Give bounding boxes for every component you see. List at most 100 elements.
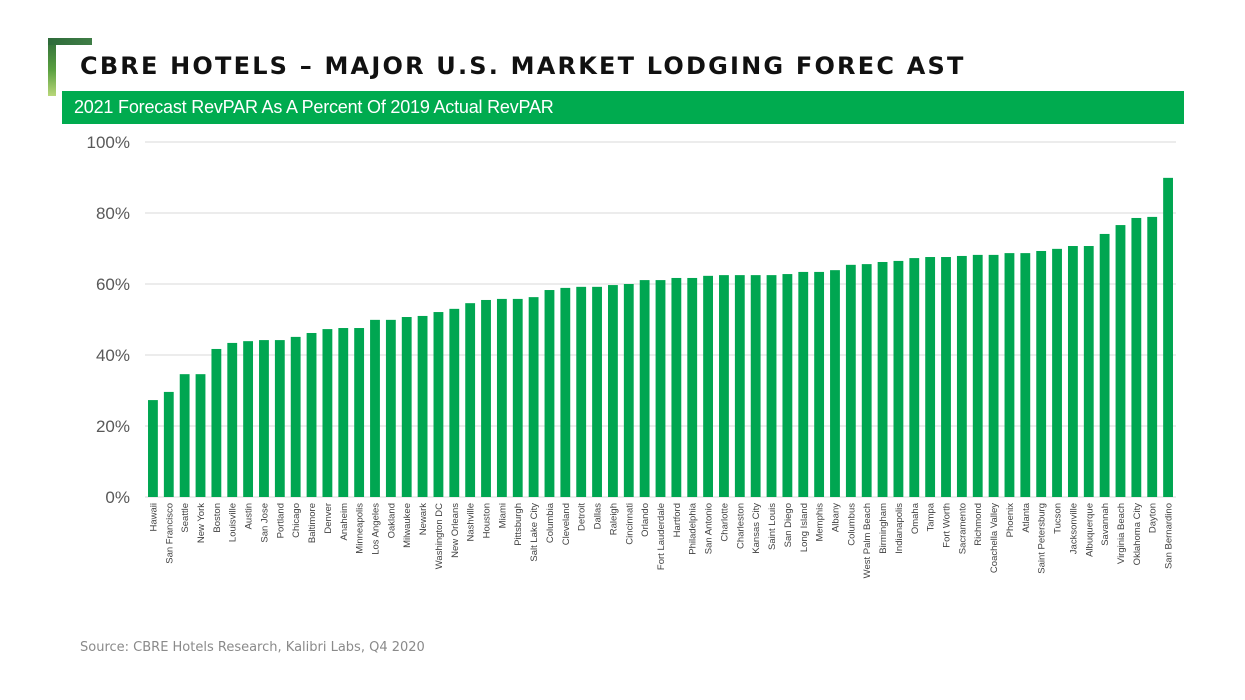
x-tick-label: New Orleans xyxy=(450,503,461,558)
x-tick-label: Minneapolis xyxy=(355,503,366,554)
x-tick-label: Albany xyxy=(830,503,841,532)
bar xyxy=(1147,216,1158,497)
bar xyxy=(1004,253,1015,497)
x-tick-label: Tucson xyxy=(1053,503,1064,534)
x-tick-label: Denver xyxy=(323,503,334,534)
x-tick-label: San Antonio xyxy=(704,503,715,554)
bar xyxy=(338,328,349,497)
x-tick-label: Columbus xyxy=(846,503,857,546)
x-tick-label: Savannah xyxy=(1100,503,1111,546)
x-tick-label: Seattle xyxy=(180,503,191,533)
bar xyxy=(417,315,428,497)
bar xyxy=(877,261,888,497)
bar xyxy=(211,348,222,497)
x-tick-label: Indianapolis xyxy=(894,503,905,554)
bar xyxy=(845,264,856,497)
bar xyxy=(671,277,682,497)
x-tick-label: Birmingham xyxy=(878,503,889,554)
bar xyxy=(861,264,872,497)
bar xyxy=(956,255,967,497)
x-tick-label: Nashville xyxy=(466,503,477,542)
bar xyxy=(163,391,174,497)
x-tick-label: Newark xyxy=(418,503,429,535)
x-tick-label: Jacksonville xyxy=(1068,503,1079,554)
x-tick-label: Washington DC xyxy=(434,503,445,569)
bar xyxy=(703,275,714,497)
x-tick-label: Richmond xyxy=(973,503,984,546)
x-tick-label: Columbia xyxy=(545,502,556,543)
x-tick-label: Omaha xyxy=(910,502,921,534)
x-tick-label: Baltimore xyxy=(307,503,318,543)
bar xyxy=(290,336,301,497)
decorative-bracket-horizontal xyxy=(48,38,92,45)
bar xyxy=(719,275,729,497)
y-tick-label: 40% xyxy=(96,346,130,365)
y-axis-ticks: 0% 20% 40% 60% 80% 100% xyxy=(87,133,130,507)
x-tick-label: Atlanta xyxy=(1021,502,1032,532)
x-tick-label: San Jose xyxy=(259,503,270,543)
bar xyxy=(925,257,936,497)
bar xyxy=(592,286,602,497)
bar xyxy=(148,400,158,497)
bar xyxy=(1036,250,1047,497)
y-tick-label: 60% xyxy=(96,275,130,294)
x-tick-label: Salt Lake City xyxy=(529,503,540,562)
x-tick-label: Hawaii xyxy=(148,503,159,532)
bar xyxy=(1131,217,1142,497)
x-tick-label: Saint Petersburg xyxy=(1037,503,1048,574)
x-tick-label: Kansas City xyxy=(751,503,762,554)
x-tick-label: San Bernardino xyxy=(1164,503,1175,569)
x-tick-label: Charlotte xyxy=(719,503,730,542)
bars xyxy=(148,177,1173,498)
bar xyxy=(972,254,983,497)
x-tick-label: Long Island xyxy=(799,503,810,552)
bar xyxy=(481,299,491,497)
bar xyxy=(544,290,555,497)
bar xyxy=(607,285,618,497)
y-tick-label: 0% xyxy=(105,488,130,507)
x-tick-label: San Francisco xyxy=(164,503,175,564)
x-tick-label: Coachella Valley xyxy=(989,503,1000,573)
x-tick-label: Phoenix xyxy=(1005,503,1016,538)
x-tick-label: Cleveland xyxy=(561,503,572,545)
x-tick-label: Oklahoma City xyxy=(1132,503,1143,566)
bar xyxy=(639,280,650,497)
bar xyxy=(750,275,761,497)
bar xyxy=(687,277,698,497)
x-tick-label: Anaheim xyxy=(339,503,350,541)
x-tick-label: Virginia Beach xyxy=(1116,503,1127,564)
x-tick-label: Detroit xyxy=(577,503,588,531)
bar xyxy=(560,287,571,497)
x-tick-label: Oakland xyxy=(386,503,397,538)
bar xyxy=(370,319,380,497)
x-tick-label: Charleston xyxy=(735,503,746,549)
y-tick-label: 80% xyxy=(96,204,130,223)
x-tick-label: Saint Louis xyxy=(767,503,778,550)
y-tick-label: 100% xyxy=(87,133,130,152)
bar xyxy=(385,319,396,497)
bar xyxy=(512,298,523,497)
x-axis-ticks: Hawaii San Francisco Seattle New York Boston… xyxy=(148,502,1174,578)
x-tick-label: New York xyxy=(196,503,207,543)
x-tick-label: Pittsburgh xyxy=(513,503,524,546)
bar xyxy=(496,298,507,497)
bar xyxy=(1099,233,1110,497)
bar xyxy=(259,340,269,497)
bar xyxy=(782,274,793,497)
bar xyxy=(893,260,904,497)
bar xyxy=(1083,246,1094,497)
bar xyxy=(576,286,587,497)
x-tick-label: San Diego xyxy=(783,503,794,547)
x-tick-label: Los Angeles xyxy=(370,503,381,555)
subtitle-banner: 2021 Forecast RevPAR As A Percent Of 201… xyxy=(62,91,1184,124)
bar xyxy=(528,297,539,497)
bar xyxy=(195,374,206,497)
bar xyxy=(227,342,238,497)
bar xyxy=(401,317,412,497)
x-tick-label: Cincinnati xyxy=(624,503,635,545)
x-tick-label: Tampa xyxy=(926,502,937,531)
page-title: CBRE HOTELS – MAJOR U.S. MARKET LODGING … xyxy=(80,52,966,80)
x-tick-label: Dayton xyxy=(1148,503,1159,533)
bar xyxy=(179,374,190,497)
